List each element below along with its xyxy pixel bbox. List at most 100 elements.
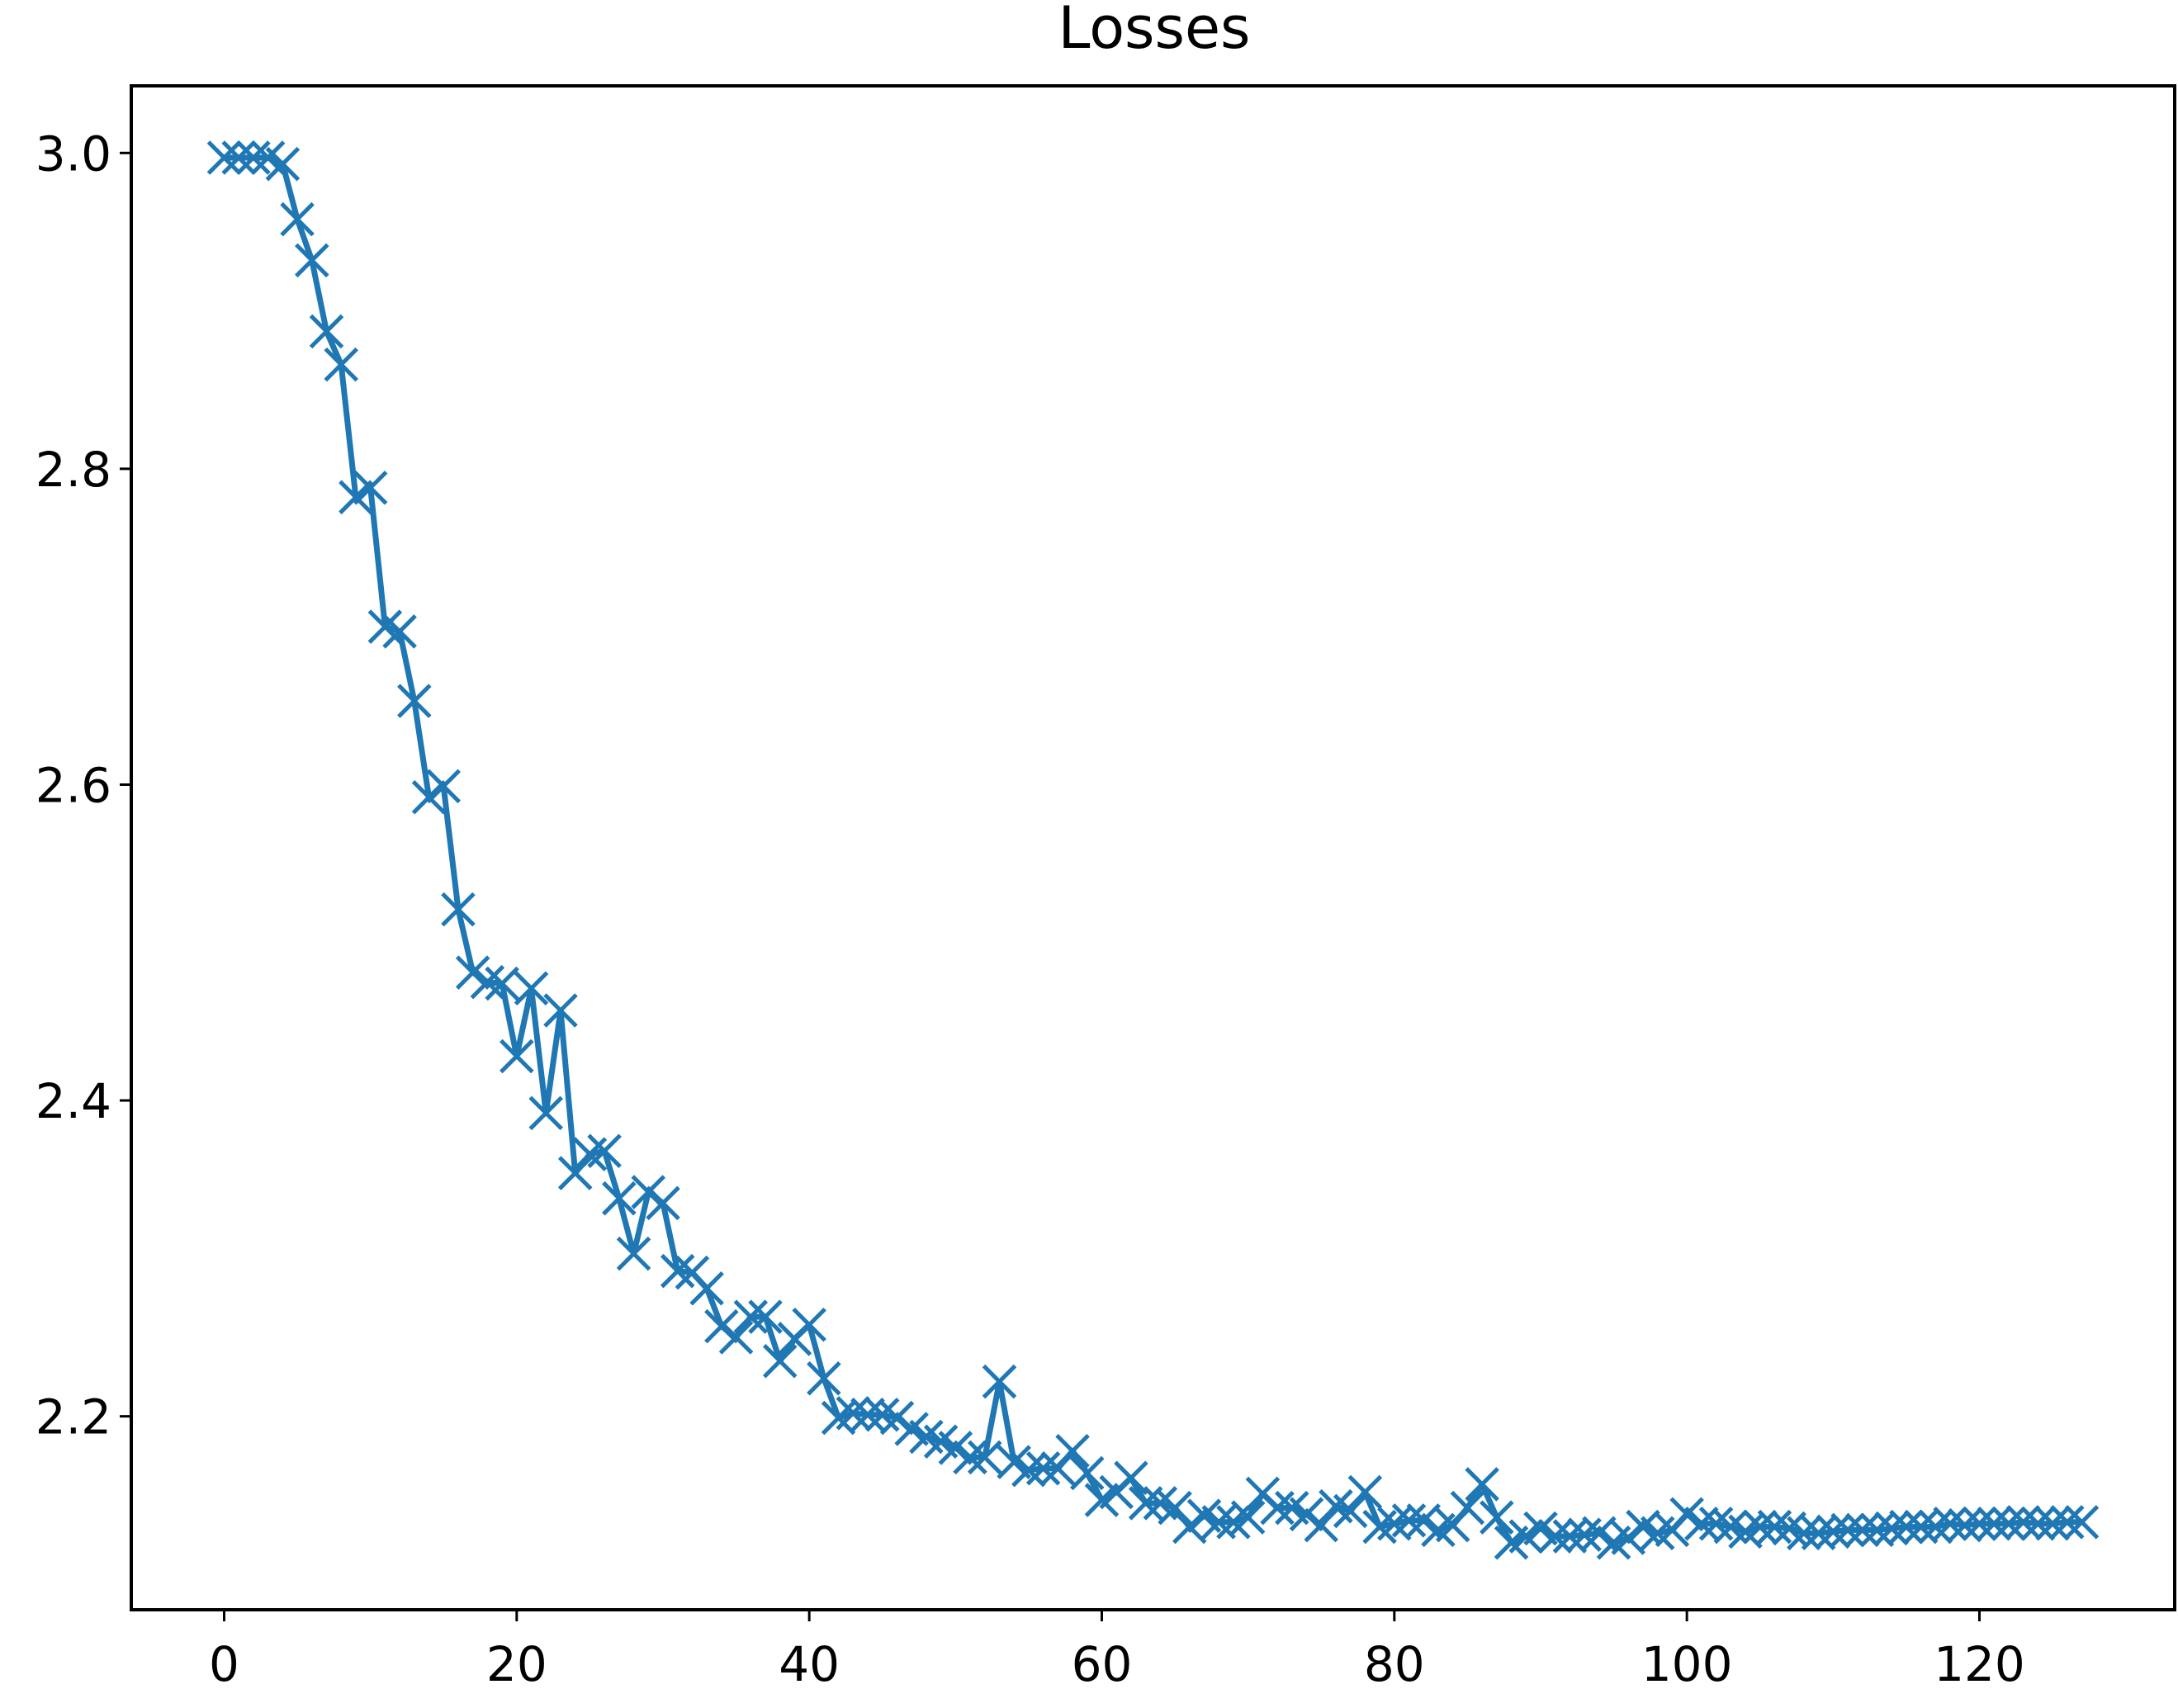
data-point-marker <box>2020 1506 2056 1541</box>
data-point-marker <box>1347 1474 1383 1510</box>
loss-series-markers <box>206 140 2100 1560</box>
data-point-marker <box>441 892 476 927</box>
y-tick-label: 2.6 <box>36 757 111 813</box>
data-point-marker <box>1406 1503 1442 1538</box>
data-point-marker <box>1114 1460 1148 1496</box>
y-tick-label: 3.0 <box>36 125 111 182</box>
data-point-marker <box>1742 1509 1778 1545</box>
data-point-marker <box>879 1400 915 1436</box>
data-point-marker <box>1801 1516 1836 1550</box>
data-point-marker <box>602 1180 637 1216</box>
data-point-marker <box>1684 1506 1719 1541</box>
data-point-marker <box>1874 1511 1909 1546</box>
data-point-marker <box>1128 1486 1163 1521</box>
data-point-marker <box>1903 1509 1939 1545</box>
x-tick-label: 80 <box>1364 1636 1425 1692</box>
data-point-marker <box>1260 1490 1295 1526</box>
data-point-marker <box>411 780 447 815</box>
data-point-marker <box>2035 1506 2070 1541</box>
data-point-marker <box>1948 1507 1982 1543</box>
x-tick-label: 0 <box>209 1636 239 1692</box>
data-point-marker <box>1669 1497 1704 1532</box>
data-point-marker <box>646 1185 680 1221</box>
data-point-marker <box>1582 1516 1617 1550</box>
data-point-marker <box>543 993 578 1028</box>
data-point-marker <box>631 1175 666 1209</box>
data-point-marker <box>528 1095 564 1131</box>
data-point-marker <box>1025 1451 1061 1486</box>
chart-title: Losses <box>1058 0 1250 62</box>
data-point-marker <box>1377 1506 1412 1541</box>
data-point-marker <box>2005 1505 2041 1540</box>
x-tick-label: 60 <box>1072 1636 1133 1692</box>
data-point-marker <box>718 1320 754 1355</box>
data-point-marker <box>455 955 490 990</box>
data-point-marker <box>1757 1509 1792 1545</box>
data-point-marker <box>733 1299 769 1334</box>
data-point-marker <box>470 964 505 1000</box>
data-point-marker <box>295 243 329 278</box>
data-point-marker <box>1962 1506 1997 1541</box>
data-point-marker <box>1289 1497 1324 1532</box>
data-point-marker <box>1830 1512 1865 1548</box>
data-point-marker <box>2064 1505 2100 1540</box>
data-point-marker <box>1333 1493 1368 1529</box>
data-point-marker <box>1304 1507 1339 1543</box>
data-point-marker <box>1070 1455 1105 1491</box>
x-tick-label: 120 <box>1934 1636 2025 1692</box>
data-point-marker <box>221 140 256 175</box>
data-point-marker <box>660 1253 695 1289</box>
data-point-marker <box>353 471 388 505</box>
data-point-marker <box>426 769 462 804</box>
data-point-marker <box>1230 1500 1266 1535</box>
data-point-marker <box>748 1299 783 1334</box>
data-point-marker <box>382 614 417 649</box>
data-point-marker <box>792 1307 826 1342</box>
data-point-marker <box>1991 1506 2026 1541</box>
data-point-marker <box>850 1397 885 1432</box>
y-tick-label: 2.2 <box>36 1389 111 1445</box>
data-point-marker <box>953 1440 987 1475</box>
data-point-marker <box>1844 1512 1880 1548</box>
data-point-marker <box>1011 1452 1046 1488</box>
data-point-marker <box>309 314 344 349</box>
data-point-marker <box>1465 1467 1499 1502</box>
data-point-marker <box>397 684 432 718</box>
data-point-marker <box>1787 1516 1821 1550</box>
data-point-marker <box>339 480 373 515</box>
data-point-marker <box>2050 1505 2085 1540</box>
data-point-marker <box>485 966 519 1001</box>
data-point-marker <box>1640 1516 1675 1550</box>
data-point-marker <box>557 1156 593 1190</box>
data-point-marker <box>280 201 315 237</box>
data-point-marker <box>1158 1490 1192 1526</box>
data-point-marker <box>1889 1509 1924 1545</box>
data-point-marker <box>514 971 549 1006</box>
data-point-marker <box>967 1440 1002 1475</box>
data-point-marker <box>807 1360 841 1396</box>
data-point-marker <box>500 1039 534 1074</box>
data-point-marker <box>236 140 271 175</box>
data-point-marker <box>587 1133 622 1169</box>
data-point-marker <box>1480 1500 1514 1535</box>
data-point-marker <box>836 1396 871 1431</box>
data-point-marker <box>1537 1519 1573 1554</box>
x-tick-label: 40 <box>779 1636 840 1692</box>
data-point-marker <box>1391 1503 1427 1538</box>
data-point-marker <box>704 1308 739 1344</box>
data-point-marker <box>324 347 358 382</box>
plot-area-frame <box>130 84 2176 1611</box>
data-point-marker <box>982 1364 1017 1399</box>
y-axis: 2.2 2.4 2.6 2.8 3.0 <box>36 125 131 1445</box>
data-point-marker <box>1450 1490 1485 1526</box>
data-point-marker <box>1172 1509 1207 1545</box>
data-point-marker <box>689 1270 724 1306</box>
x-axis: 0 20 40 60 80 100 120 <box>209 1610 2025 1692</box>
data-point-marker <box>1918 1509 1953 1545</box>
x-tick-label: 20 <box>486 1636 547 1692</box>
data-point-marker <box>1933 1506 1967 1541</box>
data-point-marker <box>1362 1509 1397 1545</box>
data-point-marker <box>1859 1512 1895 1548</box>
data-point-marker <box>1201 1505 1236 1540</box>
